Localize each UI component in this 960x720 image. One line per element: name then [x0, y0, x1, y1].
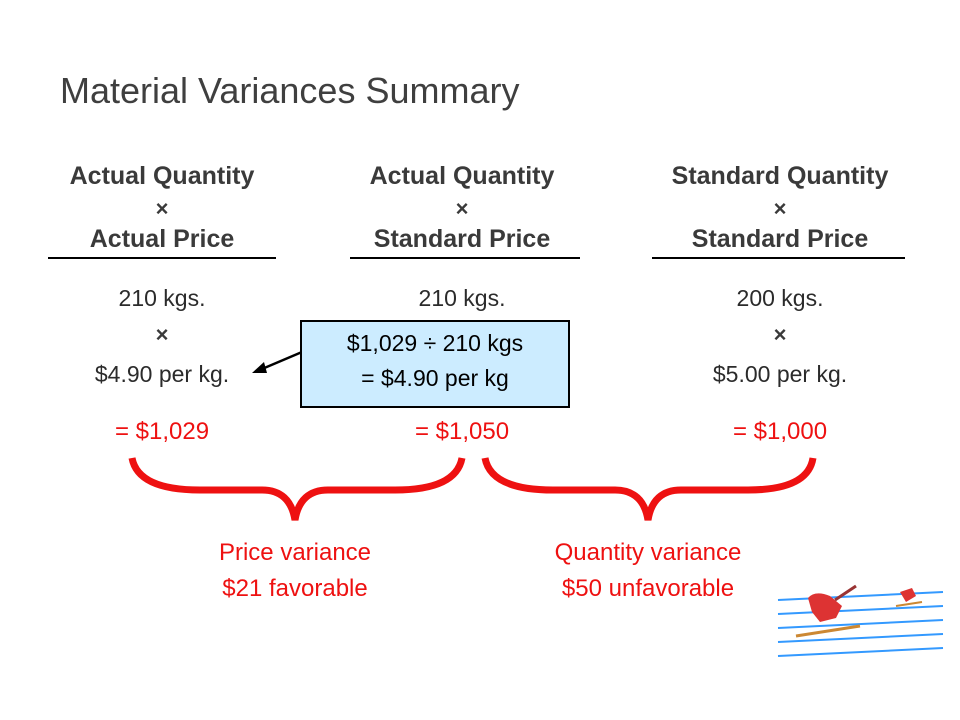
price: $4.90 per kg. — [94, 361, 230, 387]
price-brace — [128, 457, 466, 521]
header-operator: × — [155, 196, 169, 221]
skier — [795, 584, 923, 638]
header-operator: × — [455, 196, 469, 221]
header-bottom: Standard Price — [691, 225, 869, 253]
quantity: 200 kgs. — [736, 285, 824, 311]
quantity-brace — [481, 457, 817, 521]
total: = $1,050 — [414, 418, 510, 445]
header-bottom: Standard Price — [373, 225, 551, 253]
header-bottom: Actual Price — [89, 225, 235, 253]
variance-amount: $50 unfavorable — [561, 575, 735, 602]
operator: × — [155, 322, 169, 347]
quantity: 210 kgs. — [418, 285, 506, 311]
callout-line: = $4.90 per kg — [361, 365, 509, 391]
arrow — [261, 350, 303, 371]
arrow-head — [252, 362, 267, 373]
price: $5.00 per kg. — [712, 361, 848, 387]
variance-name: Price variance — [218, 539, 372, 566]
total: = $1,029 — [114, 418, 210, 445]
callout-box — [300, 320, 570, 408]
variance-name: Quantity variance — [554, 539, 742, 566]
quantity: 210 kgs. — [118, 285, 206, 311]
callout-line: $1,029 ÷ 210 kgs — [346, 330, 524, 356]
variance-amount: $21 favorable — [222, 575, 368, 602]
header-top: Actual Quantity — [69, 162, 255, 190]
header-operator: × — [773, 196, 787, 221]
header-top: Standard Quantity — [671, 162, 889, 190]
operator: × — [773, 322, 787, 347]
header-top: Actual Quantity — [369, 162, 555, 190]
title: Material Variances Summary — [60, 70, 520, 111]
total: = $1,000 — [732, 418, 828, 445]
skier-clipart — [777, 591, 944, 657]
